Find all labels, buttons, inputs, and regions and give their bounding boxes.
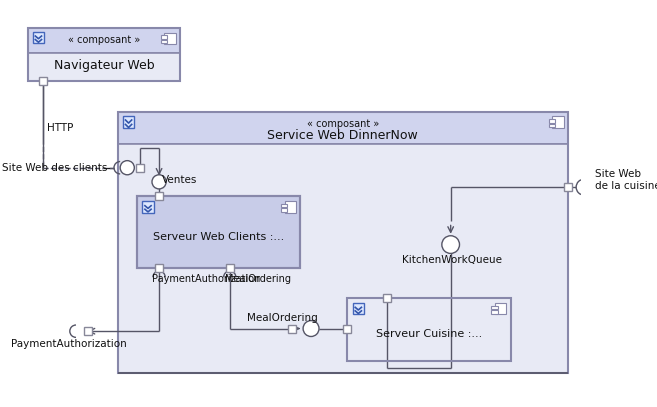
Text: HTTP: HTTP (47, 123, 73, 133)
Bar (123, 116, 134, 128)
Bar (553, 116, 564, 128)
Bar (549, 119, 555, 123)
Text: MealOrdering: MealOrdering (248, 313, 318, 323)
Bar (118, 144, 568, 373)
Text: « composant »: « composant » (307, 119, 379, 129)
Bar (28, 53, 180, 81)
Text: PaymentAuthorization: PaymentAuthorization (152, 274, 260, 284)
Text: KitchenWorkQueue: KitchenWorkQueue (402, 256, 502, 265)
Bar (491, 306, 497, 309)
Bar (137, 196, 300, 269)
Bar (353, 303, 364, 314)
Circle shape (152, 175, 166, 189)
Bar (28, 28, 180, 81)
Bar (495, 303, 507, 314)
Bar (281, 208, 287, 212)
Text: Site Web
de la cuisine: Site Web de la cuisine (595, 169, 657, 191)
Text: Site Web des clients: Site Web des clients (2, 163, 107, 173)
Text: Service Web DinnerNow: Service Web DinnerNow (267, 129, 419, 142)
Circle shape (120, 161, 134, 175)
Bar (348, 298, 510, 361)
Bar (284, 201, 296, 213)
Bar (161, 35, 167, 39)
Text: −: − (103, 164, 111, 174)
Text: Serveur Cuisine :...: Serveur Cuisine :... (376, 329, 482, 339)
Bar (288, 324, 296, 333)
Bar (84, 327, 93, 335)
Bar (143, 201, 154, 213)
Bar (344, 324, 351, 333)
Bar (164, 33, 176, 44)
Circle shape (442, 236, 459, 254)
Text: Navigateur Web: Navigateur Web (54, 59, 154, 72)
Bar (28, 28, 180, 53)
Bar (383, 293, 391, 302)
Text: « composant »: « composant » (68, 35, 141, 45)
Bar (549, 124, 555, 127)
Text: Ventes: Ventes (162, 175, 197, 185)
Text: PaymentAuthorization: PaymentAuthorization (11, 339, 126, 348)
Bar (564, 183, 572, 191)
Bar (118, 112, 568, 144)
Bar (118, 112, 568, 373)
Circle shape (303, 321, 319, 337)
Bar (39, 77, 47, 85)
Bar (155, 265, 163, 272)
Circle shape (576, 179, 592, 195)
Bar (226, 265, 234, 272)
Bar (161, 39, 167, 43)
Bar (137, 196, 300, 269)
Text: MealOrdering: MealOrdering (225, 274, 291, 284)
Bar (155, 192, 163, 200)
Bar (348, 298, 510, 361)
Bar (491, 310, 497, 313)
Bar (137, 196, 300, 269)
Text: Serveur Web Clients :...: Serveur Web Clients :... (153, 232, 284, 242)
Bar (281, 204, 287, 208)
Bar (135, 164, 144, 172)
Bar (33, 32, 44, 43)
